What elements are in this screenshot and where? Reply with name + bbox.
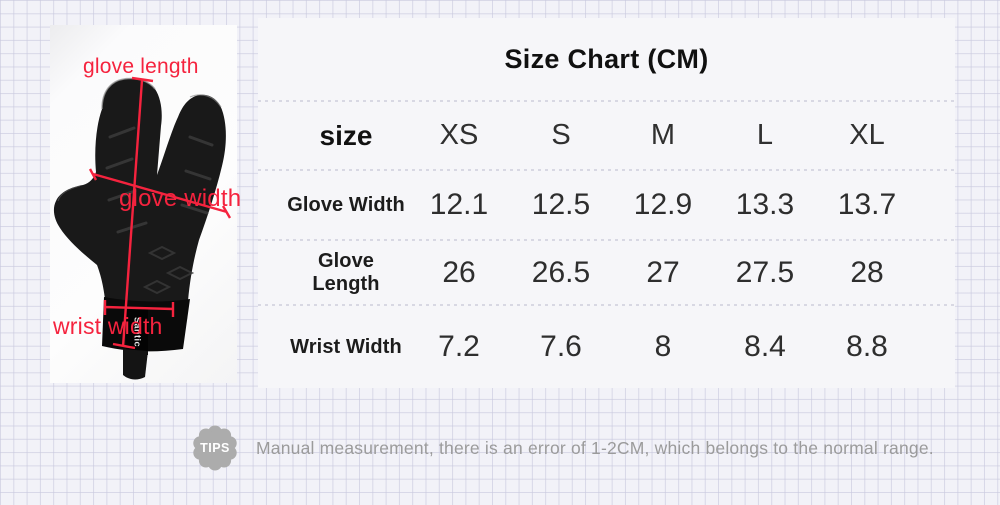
table-row-glove-width: Glove Width 12.1 12.5 12.9 13.3 13.7 [258,171,955,239]
dashed-divider [258,239,955,241]
cell-value: 26.5 [531,255,591,289]
cell-value: 26 [442,255,476,289]
grip-pattern [142,245,195,295]
cell-value: 8.4 [744,330,786,363]
cell-value: 8 [654,330,672,363]
size-col-l: L [756,119,774,151]
glove-body [53,78,226,321]
brand-tag [126,309,148,355]
tips-badge-text: TIPS [200,441,230,455]
glove-photo: Santic glove length glove width wrist wi… [50,25,241,383]
table-title: Size Chart (CM) [504,43,709,74]
cell-value: 28 [850,255,884,289]
size-table-panel: Size Chart (CM) size XS S M L XL Glove W… [258,18,955,388]
row-label: Glove Length [312,249,380,295]
tips-badge-icon: TIPS [193,425,237,471]
size-col-s: S [551,119,571,151]
texture-marks [105,126,214,234]
brand-tag-text: Santic [133,317,143,347]
table-row-wrist-width: Wrist Width 7.2 7.6 8 8.4 8.8 [258,306,955,388]
row-label: Glove Width [287,193,405,216]
cell-value: 8.8 [846,330,888,363]
seam-highlight-thumb [57,185,81,202]
cell-value: 12.1 [429,188,489,221]
size-col-m: M [650,119,676,151]
size-header-row: size XS S M L XL [258,102,955,169]
glove-length-line [112,76,154,350]
table-title-row: Size Chart (CM) [258,18,955,100]
cell-value: 7.2 [438,330,480,363]
cell-value: 12.9 [633,188,693,221]
cell-value: 27.5 [735,255,795,289]
wrist-width-line [103,300,175,317]
glove-width-line [88,168,232,219]
cell-value: 27 [646,255,680,289]
cell-value: 13.7 [837,188,897,221]
size-col-xl: XL [849,119,885,151]
dashed-divider [258,169,955,171]
measurement-lines [88,76,232,350]
seam-highlight-left [101,77,156,110]
size-header-label: size [319,119,373,151]
cell-value: 13.3 [735,188,795,221]
size-col-xs: XS [439,119,479,151]
wrist-width-label: wrist width [53,313,163,339]
cell-value: 12.5 [531,188,591,221]
tips-message: Manual measurement, there is an error of… [256,438,934,458]
seam-highlight-right [189,94,222,108]
cell-value: 7.6 [540,330,582,363]
hang-loop [123,349,148,380]
glove-width-label: glove width [119,185,242,212]
dashed-divider [258,100,955,102]
row-label: Wrist Width [290,335,402,358]
glove-length-label: glove length [83,55,199,78]
dashed-divider [258,304,955,306]
table-row-glove-length: Glove Length 26 26.5 27 27.5 28 [258,241,955,304]
glove-illustration: Santic [53,76,232,380]
